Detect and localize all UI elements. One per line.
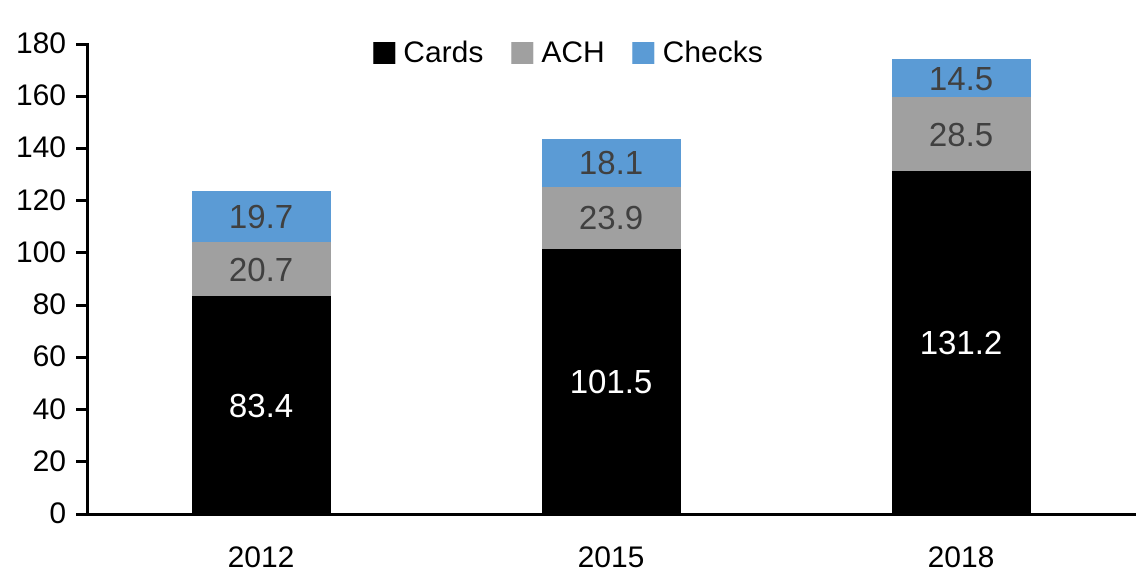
legend-swatch-icon xyxy=(632,42,655,64)
y-axis-tick xyxy=(76,512,87,516)
y-axis-tick-label: 40 xyxy=(32,392,66,426)
y-axis-tick-label: 100 xyxy=(15,235,66,269)
y-axis-tick xyxy=(76,251,87,255)
y-axis-tick xyxy=(76,408,87,412)
legend-swatch-icon xyxy=(511,42,534,64)
y-axis-tick-label: 60 xyxy=(32,340,66,374)
y-axis-tick xyxy=(76,355,87,359)
bar-segment-ach-2012: 20.7 xyxy=(191,242,331,297)
bar-segment-cards-2018: 131.2 xyxy=(891,171,1031,514)
chart-legend: Cards ACH Checks xyxy=(373,36,763,69)
data-label: 14.5 xyxy=(928,59,994,97)
data-label: 19.7 xyxy=(228,197,294,235)
y-axis-tick-label: 0 xyxy=(49,497,66,530)
legend-label: ACH xyxy=(541,36,605,69)
legend-swatch-icon xyxy=(373,42,396,64)
data-label: 23.9 xyxy=(578,199,644,237)
y-axis-tick xyxy=(76,94,87,98)
data-label: 131.2 xyxy=(919,324,1003,362)
legend-label: Checks xyxy=(662,36,763,69)
y-axis-tick-label: 80 xyxy=(32,288,66,322)
x-axis-line xyxy=(86,513,1136,516)
y-axis-tick-label: 160 xyxy=(15,79,66,113)
bar-segment-ach-2015: 23.9 xyxy=(541,186,681,249)
x-axis-label-2018: 2018 xyxy=(927,541,995,574)
y-axis-tick xyxy=(76,303,87,307)
data-label: 101.5 xyxy=(569,363,653,400)
bar-segment-checks-2015: 18.1 xyxy=(541,139,681,187)
data-label: 83.4 xyxy=(228,386,294,424)
legend-item-checks: Checks xyxy=(632,36,763,69)
x-axis-label-2012: 2012 xyxy=(227,541,295,574)
y-axis-tick xyxy=(76,42,87,46)
y-axis-line xyxy=(86,43,89,516)
legend-item-cards: Cards xyxy=(373,38,483,68)
data-label: 20.7 xyxy=(228,250,294,288)
bar-segment-cards-2015: 101.5 xyxy=(541,249,681,514)
y-axis-tick-label: 140 xyxy=(15,131,66,165)
x-axis-label-2015: 2015 xyxy=(577,541,645,574)
bar-segment-cards-2012: 83.4 xyxy=(191,296,331,514)
bar-segment-ach-2018: 28.5 xyxy=(891,97,1031,172)
data-label: 18.1 xyxy=(578,144,644,182)
y-axis-tick xyxy=(76,146,87,150)
y-axis-tick xyxy=(76,460,87,464)
y-axis-tick-label: 20 xyxy=(32,444,66,478)
data-label: 28.5 xyxy=(928,115,994,153)
bar-segment-checks-2018: 14.5 xyxy=(891,59,1031,97)
y-axis-tick xyxy=(76,199,87,203)
legend-item-ach: ACH xyxy=(511,36,605,69)
y-axis-tick-label: 120 xyxy=(15,183,66,217)
y-axis-tick-label: 180 xyxy=(15,27,66,60)
legend-label: Cards xyxy=(403,36,484,69)
bar-segment-checks-2012: 19.7 xyxy=(191,190,331,243)
